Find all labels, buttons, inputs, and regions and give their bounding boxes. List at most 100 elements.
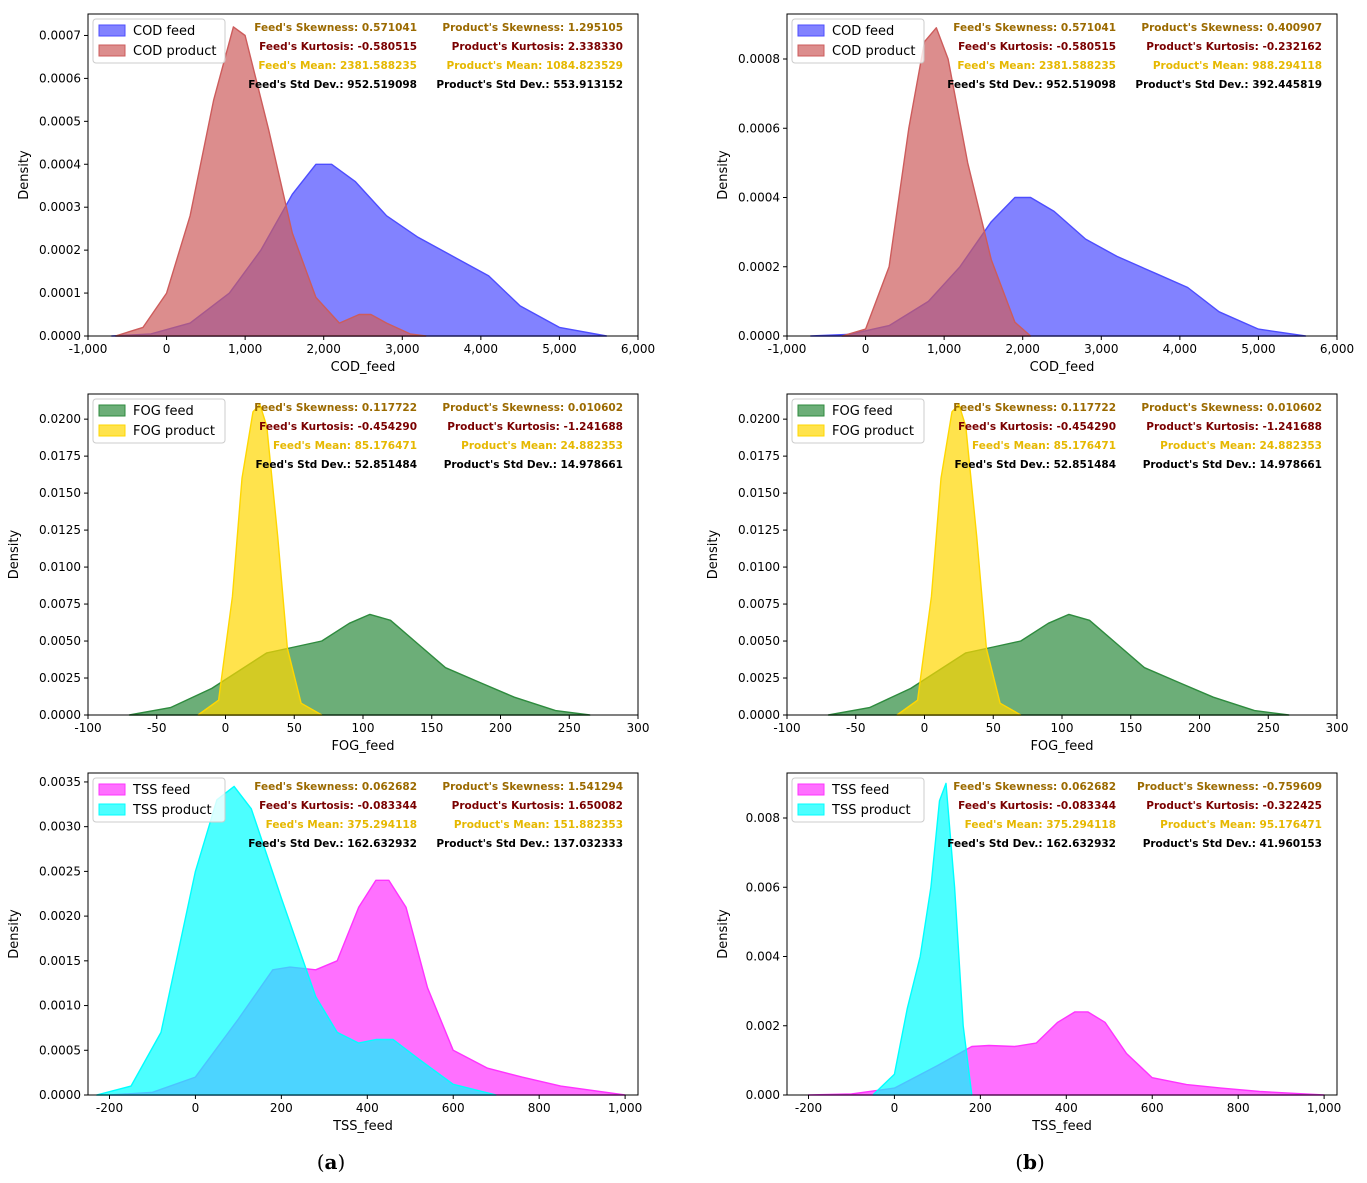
y-tick-label: 0.0010 bbox=[39, 999, 81, 1013]
y-tick-label: 0.0020 bbox=[39, 909, 81, 923]
stat-annotation: Product's Mean: 95.176471 bbox=[1160, 819, 1322, 831]
y-tick-label: 0.0002 bbox=[39, 243, 81, 257]
y-tick-label: 0.0100 bbox=[738, 560, 780, 574]
y-tick-label: 0.0175 bbox=[39, 449, 81, 463]
legend-label: COD product bbox=[133, 44, 216, 59]
chart-cod_b: -1,000 0 1,000 2,000 3,000 4,000 5,000 6,000 0.0… bbox=[716, 13, 1354, 375]
x-axis-label: TSS_feed bbox=[332, 1119, 393, 1134]
legend-label: FOG product bbox=[832, 424, 914, 439]
x-tick-label: -1,000 bbox=[69, 342, 108, 356]
x-tick-label: 6,000 bbox=[1320, 342, 1354, 356]
legend-box bbox=[92, 398, 226, 444]
legend-swatch bbox=[797, 44, 825, 57]
legend-swatch bbox=[98, 24, 126, 37]
y-tick-label: 0.0004 bbox=[39, 157, 81, 171]
stat-annotation: Product's Std Dev.: 14.978661 bbox=[444, 459, 623, 471]
stat-annotation: Feed's Mean: 2381.588235 bbox=[258, 60, 417, 72]
y-axis-label: Density bbox=[7, 529, 22, 579]
x-tick-label: -50 bbox=[846, 721, 866, 735]
chart-cod_a: -1,000 0 1,000 2,000 3,000 4,000 5,000 6,000 0.0… bbox=[17, 13, 655, 375]
density-area-product bbox=[114, 26, 427, 337]
legend-swatch bbox=[98, 783, 126, 796]
stat-annotation: Feed's Std Dev.: 952.519098 bbox=[248, 79, 417, 91]
stat-annotation: Product's Mean: 151.882353 bbox=[454, 819, 623, 831]
x-tick-label: 1,000 bbox=[927, 342, 961, 356]
x-tick-label: 0 bbox=[192, 1101, 200, 1115]
x-tick-label: 100 bbox=[352, 721, 375, 735]
y-tick-label: 0.0030 bbox=[39, 820, 81, 834]
x-tick-label: 800 bbox=[1227, 1101, 1250, 1115]
legend-box bbox=[791, 777, 925, 823]
density-area-product bbox=[872, 782, 973, 1096]
legend-label: FOG feed bbox=[832, 404, 893, 419]
legend-swatch bbox=[797, 404, 825, 417]
y-axis-label: Density bbox=[716, 909, 731, 959]
stat-annotation: Product's Mean: 24.882353 bbox=[461, 440, 623, 452]
legend-label: FOG feed bbox=[133, 404, 194, 419]
x-tick-label: 6,000 bbox=[621, 342, 655, 356]
stat-annotation: Product's Skewness: 1.295105 bbox=[442, 22, 623, 34]
x-tick-label: 300 bbox=[627, 721, 650, 735]
y-tick-label: 0.0004 bbox=[738, 191, 780, 205]
stat-annotation: Product's Skewness: 0.010602 bbox=[1141, 402, 1322, 414]
x-tick-label: 200 bbox=[270, 1101, 293, 1115]
y-tick-label: 0.0007 bbox=[39, 28, 81, 42]
legend-label: TSS product bbox=[831, 803, 911, 818]
y-tick-label: 0.0000 bbox=[39, 708, 81, 722]
legend-swatch bbox=[98, 404, 126, 417]
x-tick-label: 0 bbox=[921, 721, 929, 735]
legend-label: TSS feed bbox=[132, 783, 190, 798]
x-tick-label: -1,000 bbox=[768, 342, 807, 356]
y-tick-label: 0.0075 bbox=[39, 597, 81, 611]
x-tick-label: 800 bbox=[528, 1101, 551, 1115]
y-tick-label: 0.0005 bbox=[39, 114, 81, 128]
x-tick-label: 600 bbox=[442, 1101, 465, 1115]
y-tick-label: 0.002 bbox=[746, 1019, 780, 1033]
y-tick-label: 0.0150 bbox=[39, 486, 81, 500]
axes-frame bbox=[786, 772, 1338, 1096]
y-tick-label: 0.0006 bbox=[738, 121, 780, 135]
x-tick-label: 5,000 bbox=[542, 342, 576, 356]
x-tick-label: 300 bbox=[1326, 721, 1349, 735]
y-tick-label: 0.0025 bbox=[738, 671, 780, 685]
legend-label: TSS product bbox=[132, 803, 212, 818]
x-axis-label: FOG_feed bbox=[1030, 739, 1093, 754]
density-area-product bbox=[896, 403, 1022, 716]
stat-annotation: Feed's Mean: 85.176471 bbox=[273, 440, 417, 452]
density-area-feed bbox=[128, 613, 591, 716]
legend-label: COD feed bbox=[133, 24, 195, 39]
stat-annotation: Feed's Mean: 2381.588235 bbox=[957, 60, 1116, 72]
x-tick-label: -50 bbox=[147, 721, 167, 735]
x-tick-label: 2,000 bbox=[307, 342, 341, 356]
stat-annotation: Feed's Skewness: 0.062682 bbox=[953, 781, 1116, 793]
y-tick-label: 0.0050 bbox=[738, 634, 780, 648]
y-tick-label: 0.0000 bbox=[738, 708, 780, 722]
legend-swatch bbox=[797, 803, 825, 816]
stat-annotation: Feed's Mean: 375.294118 bbox=[266, 819, 417, 831]
stat-annotation: Product's Kurtosis: -1.241688 bbox=[1146, 421, 1322, 433]
legend-swatch bbox=[98, 44, 126, 57]
stat-annotation: Product's Mean: 1084.823529 bbox=[447, 60, 623, 72]
axes-frame bbox=[87, 13, 639, 337]
x-axis-label: COD_feed bbox=[1030, 360, 1095, 375]
density-area-product bbox=[95, 785, 497, 1096]
y-tick-label: 0.0000 bbox=[39, 329, 81, 343]
x-tick-label: 0 bbox=[891, 1101, 899, 1115]
x-tick-label: 200 bbox=[489, 721, 512, 735]
y-tick-label: 0.0200 bbox=[39, 412, 81, 426]
stat-annotation: Feed's Std Dev.: 952.519098 bbox=[947, 79, 1116, 91]
chart-tss_a: -200 0 200 400 600 800 1,000 0.0000 0.0005 0.0010… bbox=[7, 772, 642, 1134]
y-tick-label: 0.0150 bbox=[738, 486, 780, 500]
y-tick-label: 0.0125 bbox=[39, 523, 81, 537]
x-axis-label: COD_feed bbox=[331, 360, 396, 375]
stat-annotation: Feed's Kurtosis: -0.580515 bbox=[259, 41, 417, 53]
stat-annotation: Product's Std Dev.: 41.960153 bbox=[1143, 838, 1322, 850]
x-tick-label: 1,000 bbox=[608, 1101, 642, 1115]
x-tick-label: 100 bbox=[1051, 721, 1074, 735]
stat-annotation: Feed's Skewness: 0.571041 bbox=[254, 22, 417, 34]
panel-label-b: (b) bbox=[1015, 1150, 1045, 1174]
y-tick-label: 0.0008 bbox=[738, 52, 780, 66]
stat-annotation: Product's Mean: 24.882353 bbox=[1160, 440, 1322, 452]
x-tick-label: 1,000 bbox=[228, 342, 262, 356]
